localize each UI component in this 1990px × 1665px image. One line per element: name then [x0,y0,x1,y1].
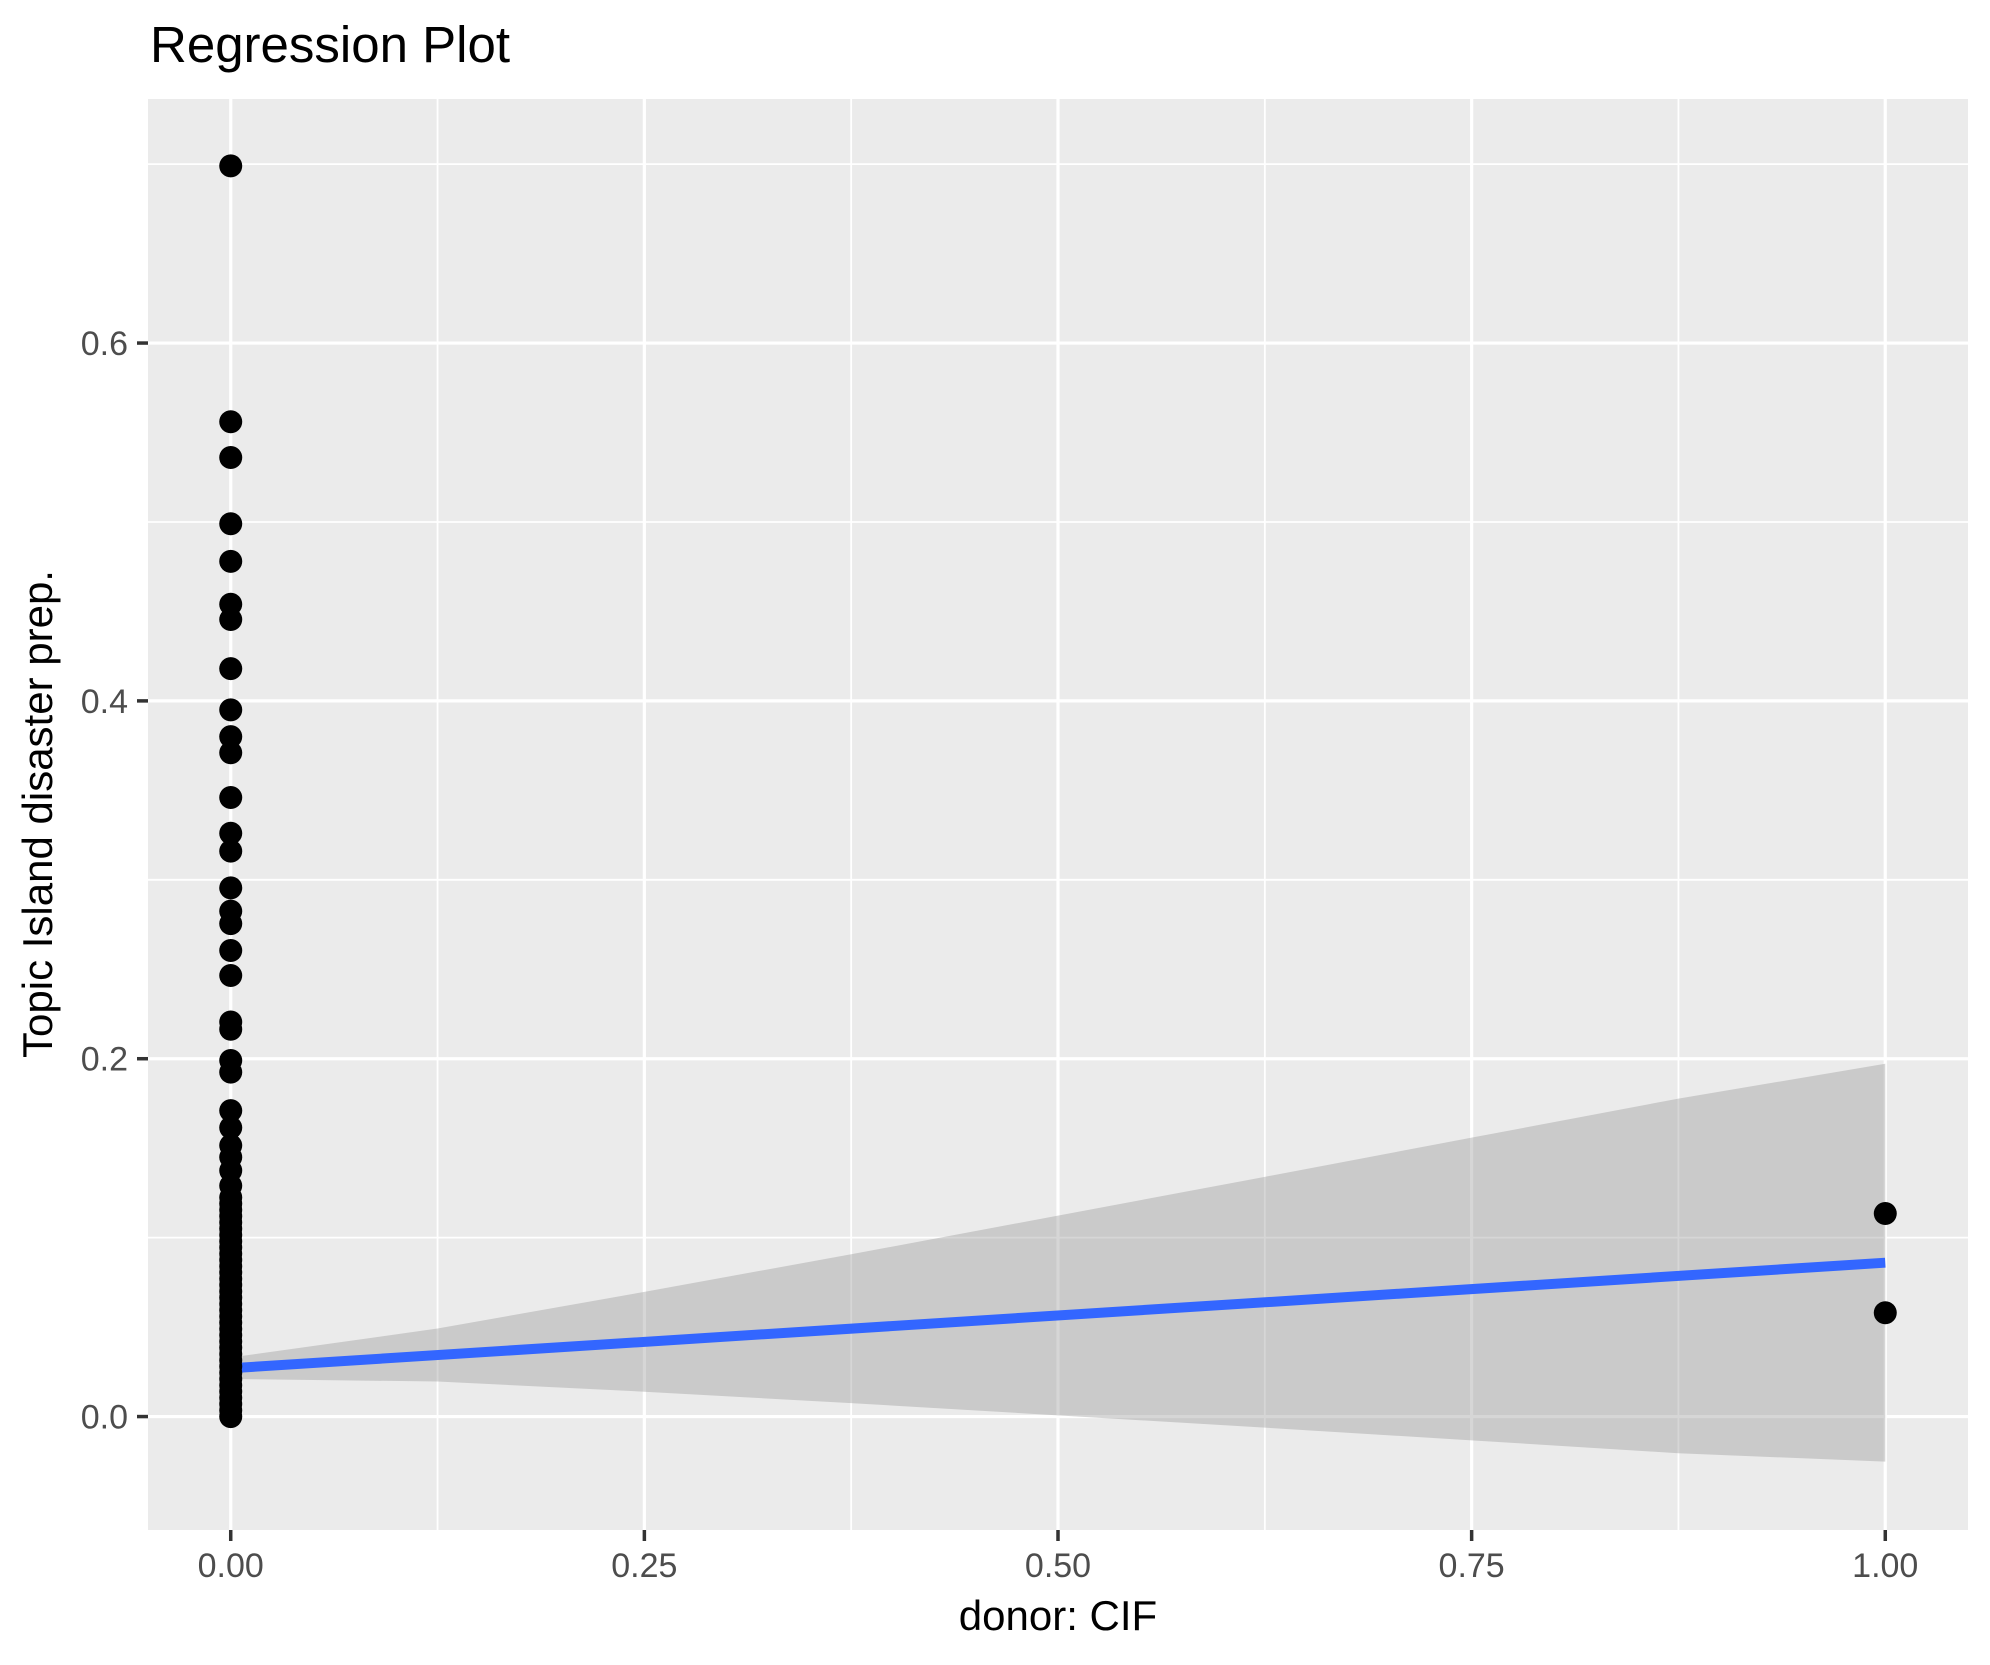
data-point [219,512,243,536]
data-point [219,1099,243,1123]
y-axis-title: Topic Island disaster prep. [14,570,61,1058]
data-point [219,938,243,962]
data-point [219,912,243,936]
data-point [219,725,243,749]
x-axis-tick-labels: 0.00 0.25 0.50 0.75 1.00 [198,1547,1919,1585]
data-point [219,698,243,722]
data-point [1873,1301,1897,1325]
scatter-points [219,154,1897,1429]
data-point [219,657,243,681]
data-point [219,876,243,900]
x-tick-label: 1.00 [1852,1547,1918,1585]
data-point [219,410,243,434]
data-point [219,1405,243,1429]
x-tick-label: 0.75 [1439,1547,1505,1585]
x-tick-label: 0.25 [611,1547,677,1585]
y-tick-label: 0.2 [81,1041,128,1079]
data-point [219,154,243,178]
data-point [219,549,243,573]
data-point [1873,1201,1897,1225]
data-point [219,1060,243,1084]
data-point [219,607,243,631]
x-axis-tick-marks [228,1530,1888,1541]
confidence-ribbon-polygon [230,1063,1886,1462]
data-point [219,1116,243,1140]
data-point [219,741,243,765]
y-axis-tick-labels: 0.0 0.2 0.4 0.6 [81,325,128,1437]
plot-title: Regression Plot [150,16,510,73]
data-point [219,786,243,810]
data-point [219,1017,243,1041]
regression-line-segment [230,1257,1886,1374]
data-point [219,964,243,988]
x-tick-label: 0.50 [1025,1547,1091,1585]
data-point [219,821,243,845]
data-point [219,839,243,863]
regression-line [230,1257,1886,1374]
y-tick-label: 0.4 [81,683,128,721]
x-tick-label: 0.00 [198,1547,264,1585]
y-tick-label: 0.0 [81,1399,128,1437]
y-tick-label: 0.6 [81,325,128,363]
x-axis-title: donor: CIF [959,1592,1157,1639]
confidence-ribbon [230,1063,1886,1462]
data-point [219,446,243,470]
y-axis-tick-marks [137,341,148,1419]
